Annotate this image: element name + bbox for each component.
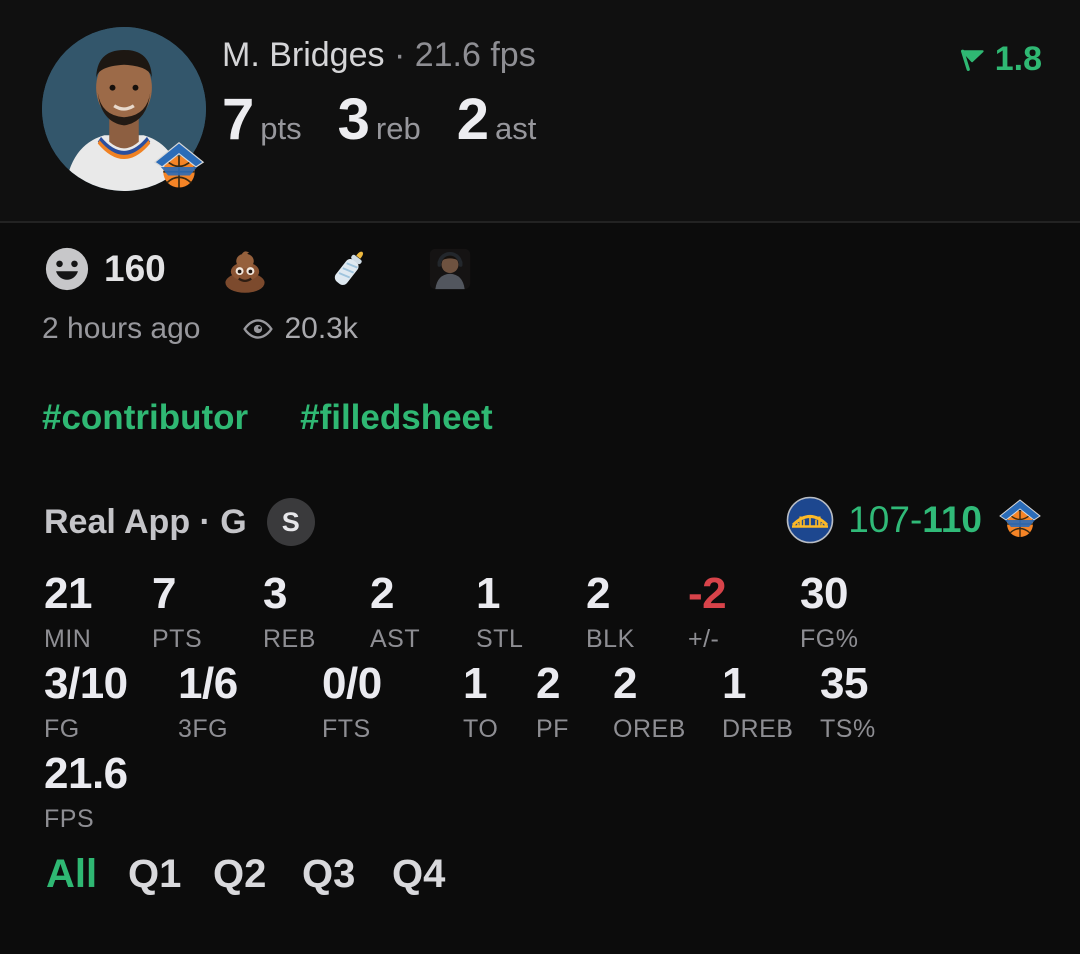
quick-stat-ast-value: 2 <box>456 87 489 152</box>
game-score-row[interactable]: 107-110 <box>786 496 1044 544</box>
quick-stat-reb-value: 3 <box>337 87 370 152</box>
knicks-logo-icon <box>150 138 208 196</box>
score-away: 107- <box>848 499 923 540</box>
stat-blk-label: BLK <box>586 625 635 653</box>
stat-fg-value: 3/10 <box>44 659 128 708</box>
stat-oreb-value: 2 <box>613 659 637 708</box>
tab-q3[interactable]: Q3 <box>302 852 356 896</box>
stat-blk: 2 BLK <box>586 572 635 654</box>
rating-value: 1.8 <box>994 40 1042 78</box>
stat-fgpct-value: 30 <box>800 569 848 618</box>
tab-q1[interactable]: Q1 <box>128 852 182 896</box>
score-home: 110 <box>922 499 982 540</box>
baby-bottle-emoji-icon[interactable] <box>324 244 374 294</box>
post-meta-row: 2 hours ago 20.3k <box>42 312 358 346</box>
stat-3fg-value: 1/6 <box>178 659 238 708</box>
s-badge[interactable]: S <box>266 498 315 546</box>
stat-pf-label: PF <box>536 715 569 743</box>
hashtag-row: #contributor #filledsheet <box>42 398 493 438</box>
stat-pts: 7 PTS <box>152 572 202 654</box>
stat-pts-label: PTS <box>152 625 203 653</box>
stat-to-value: 1 <box>463 659 487 708</box>
player-avatar[interactable] <box>42 27 206 191</box>
quick-stat-ast-label: ast <box>494 111 537 146</box>
stat-stl-value: 1 <box>476 569 500 618</box>
quick-stat-pts-label: pts <box>260 111 302 146</box>
quick-stat-pts-value: 7 <box>222 87 254 152</box>
stat-oreb: 2 OREB <box>613 662 686 744</box>
stat-reb: 3 REB <box>263 572 316 654</box>
stat-stl: 1 STL <box>476 572 523 654</box>
stat-plusminus-label: +/- <box>688 625 720 653</box>
knicks-logo-icon-small <box>996 496 1044 544</box>
quarter-tabs: All Q1 Q2 Q3 Q4 <box>0 852 1080 912</box>
player-summary-header: M. Bridges · 21.6 fps 7 pts 3 reb 2 ast … <box>0 0 1080 223</box>
tab-q4[interactable]: Q4 <box>392 852 446 896</box>
stat-pts-value: 7 <box>152 569 176 618</box>
stat-to: 1 TO <box>463 662 498 744</box>
tab-all[interactable]: All <box>46 852 98 896</box>
stat-tspct-value: 35 <box>820 659 868 708</box>
reaction-count: 160 <box>104 248 166 289</box>
stat-fts-label: FTS <box>322 715 371 743</box>
stat-min: 21 MIN <box>44 572 92 654</box>
stat-dreb-value: 1 <box>722 659 746 708</box>
stat-fts-value: 0/0 <box>322 659 382 708</box>
stat-min-label: MIN <box>44 625 92 653</box>
stat-to-label: TO <box>463 715 499 743</box>
game-score: 107-110 <box>848 499 982 541</box>
smiley-reaction-icon[interactable] <box>44 246 90 292</box>
sad-man-emote-icon[interactable] <box>428 247 472 291</box>
source-row: Real App · G S <box>44 498 315 546</box>
stat-reb-value: 3 <box>263 569 287 618</box>
stat-3fg: 1/6 3FG <box>178 662 238 744</box>
stat-ast-value: 2 <box>370 569 394 618</box>
stat-fg-label: FG <box>44 715 80 743</box>
stat-fgpct-label: FG% <box>800 625 859 653</box>
stat-fgpct: 30 FG% <box>800 572 858 654</box>
stat-pf-value: 2 <box>536 659 560 708</box>
stat-min-value: 21 <box>44 569 92 618</box>
stat-dreb-label: DREB <box>722 715 794 743</box>
stat-ast-label: AST <box>370 625 421 653</box>
reaction-row: 160 <box>44 244 472 294</box>
quick-stat-reb-label: reb <box>375 111 421 146</box>
source-label: Real App · G <box>44 502 247 541</box>
stat-tspct: 35 TS% <box>820 662 876 744</box>
player-name: M. Bridges <box>222 36 385 74</box>
stat-pf: 2 PF <box>536 662 569 744</box>
stat-fps: 21.6 FPS <box>44 752 128 834</box>
stat-fps-value: 21.6 <box>44 749 128 798</box>
stat-tspct-label: TS% <box>820 715 876 743</box>
stat-fg: 3/10 FG <box>44 662 128 744</box>
stat-oreb-label: OREB <box>613 715 686 743</box>
stat-fts: 0/0 FTS <box>322 662 382 744</box>
stat-plusminus: -2 +/- <box>688 569 727 654</box>
player-name-row: M. Bridges · 21.6 fps <box>222 36 536 75</box>
stat-reb-label: REB <box>263 625 316 653</box>
rating-flag-icon <box>957 45 987 75</box>
stat-3fg-label: 3FG <box>178 715 229 743</box>
views-eye-icon <box>242 313 274 345</box>
stat-blk-value: 2 <box>586 569 610 618</box>
stat-plusminus-value: -2 <box>688 569 727 618</box>
poop-emoji-icon[interactable] <box>220 244 270 294</box>
stat-dreb: 1 DREB <box>722 662 793 744</box>
warriors-logo-icon <box>786 496 834 544</box>
stat-stl-label: STL <box>476 625 524 653</box>
time-ago: 2 hours ago <box>42 312 201 345</box>
stat-fps-label: FPS <box>44 805 95 833</box>
fantasy-rating: 1.8 <box>957 40 1042 79</box>
hashtag-contributor[interactable]: #contributor <box>42 398 249 437</box>
tab-q2[interactable]: Q2 <box>213 852 267 896</box>
player-fps-meta: · 21.6 fps <box>384 36 536 74</box>
hashtag-filledsheet[interactable]: #filledsheet <box>300 398 493 437</box>
quick-stats-row: 7 pts 3 reb 2 ast <box>222 86 572 153</box>
stat-ast: 2 AST <box>370 572 420 654</box>
player-headshot-image <box>42 27 206 191</box>
view-count: 20.3k <box>284 312 358 345</box>
